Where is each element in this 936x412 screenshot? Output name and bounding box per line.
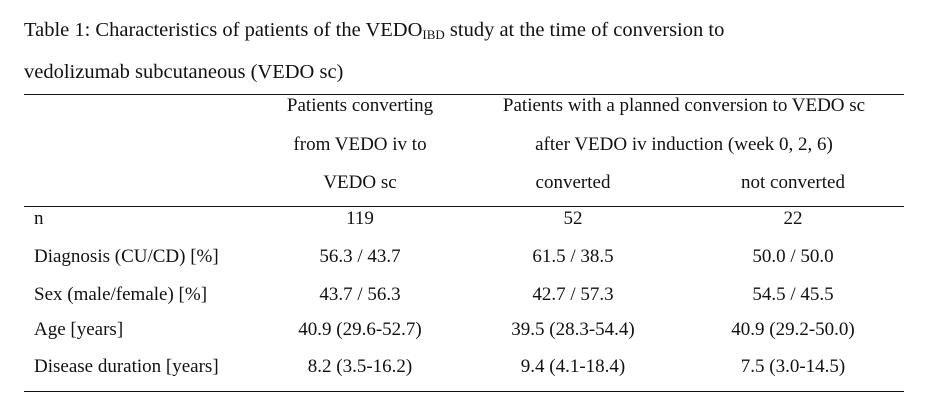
row-cell: 39.5 (28.3-54.4) <box>511 319 635 340</box>
row-label: Age [years] <box>34 319 124 340</box>
row-cell: 43.7 / 56.3 <box>319 284 401 305</box>
row-cell: 61.5 / 38.5 <box>532 246 614 267</box>
row-cell: 40.9 (29.2-50.0) <box>731 319 855 340</box>
header-col3: not converted <box>741 172 845 193</box>
header-col1-line-1: Patients converting <box>286 95 434 116</box>
row-cell: 42.7 / 57.3 <box>532 284 614 305</box>
row-cell: 7.5 (3.0-14.5) <box>740 356 846 377</box>
caption-prefix: Table 1: Characteristics of patients of … <box>24 19 423 41</box>
row-label: Diagnosis (CU/CD) [%] <box>34 246 219 267</box>
row-cell: 9.4 (4.1-18.4) <box>520 356 626 377</box>
caption-line-1: Table 1: Characteristics of patients of … <box>24 10 924 52</box>
caption-subscript: IBD <box>422 27 445 42</box>
header-col1-line-3: VEDO sc <box>323 172 397 193</box>
row-cell: 40.9 (29.6-52.7) <box>298 319 422 340</box>
header-group-line-2: after VEDO iv induction (week 0, 2, 6) <box>535 134 833 155</box>
row-label: Disease duration [years] <box>34 356 219 377</box>
caption-suffix: study at the time of conversion to <box>444 19 725 41</box>
row-cell: 56.3 / 43.7 <box>319 246 401 267</box>
row-cell: 54.5 / 45.5 <box>752 284 834 305</box>
top-rule <box>24 94 904 95</box>
row-cell: 119 <box>346 208 374 229</box>
table-caption: Table 1: Characteristics of patients of … <box>24 10 924 92</box>
row-cell: 8.2 (3.5-16.2) <box>307 356 413 377</box>
row-cell: 52 <box>563 208 583 229</box>
row-cell: 50.0 / 50.0 <box>752 246 834 267</box>
header-col2: converted <box>535 172 611 193</box>
bottom-rule <box>24 391 904 392</box>
header-col1-line-2: from VEDO iv to <box>293 134 427 155</box>
row-label: n <box>34 208 44 229</box>
row-label: Sex (male/female) [%] <box>34 284 208 305</box>
header-group-line-1: Patients with a planned conversion to VE… <box>502 95 866 116</box>
caption-line-2: vedolizumab subcutaneous (VEDO sc) <box>24 61 344 83</box>
row-cell: 22 <box>783 208 803 229</box>
header-rule <box>24 206 904 207</box>
